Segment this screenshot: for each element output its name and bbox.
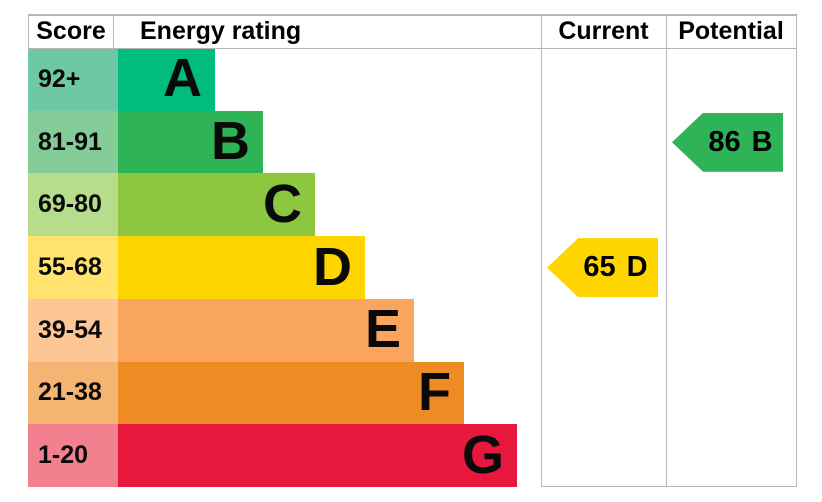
band-score-range: 69-80 (38, 190, 102, 219)
band-row: 81-91 B (28, 110, 541, 174)
band-row: 69-80 C (28, 173, 541, 237)
potential-column-left-border (666, 14, 667, 487)
band-score-cell: 1-20 (28, 424, 118, 488)
band-row: 55-68 D (28, 236, 541, 299)
band-bar: A (118, 48, 215, 111)
band-score-cell: 21-38 (28, 361, 118, 425)
band-score-range: 55-68 (38, 253, 102, 282)
band-score-cell: 39-54 (28, 298, 118, 362)
band-bar: F (118, 361, 464, 425)
band-score-range: 1-20 (38, 441, 89, 470)
band-row: 1-20 G (28, 424, 541, 488)
band-row: 39-54 E (28, 298, 541, 362)
header-current: Current (558, 17, 649, 45)
band-letter: F (418, 361, 451, 422)
band-bar: G (118, 424, 517, 488)
current-rating-value: 65 (583, 251, 616, 284)
band-score-range: 21-38 (38, 378, 102, 407)
current-rating-arrow: 65 D (547, 238, 658, 298)
band-letter: D (313, 236, 352, 297)
band-letter: B (211, 111, 250, 172)
band-letter: C (263, 173, 302, 234)
table-top-border (28, 14, 797, 16)
band-score-range: 81-91 (38, 127, 102, 156)
header-score: Score (36, 17, 106, 45)
header-potential: Potential (678, 17, 784, 45)
header-energy-rating: Energy rating (140, 17, 302, 45)
band-score-cell: 92+ (28, 48, 118, 111)
current-column-left-border (541, 14, 542, 487)
band-row: 21-38 F (28, 361, 541, 425)
band-letter: A (163, 48, 202, 109)
potential-rating-band: B (751, 125, 773, 158)
band-bar: D (118, 236, 365, 299)
band-bar: C (118, 173, 315, 237)
band-score-range: 39-54 (38, 315, 102, 344)
header-underline (28, 48, 797, 49)
score-column-divider (113, 14, 114, 48)
band-row: 92+ A (28, 48, 541, 111)
columns-bottom-border (541, 486, 797, 487)
header-left-border (28, 14, 29, 48)
band-rows: 92+ A 81-91 B 69-80 C 55-68 D 39-54 E 21-38 F 1-20 G (28, 48, 541, 488)
current-rating-band: D (626, 251, 648, 284)
band-bar: B (118, 110, 263, 174)
band-bar: E (118, 298, 414, 362)
band-score-cell: 81-91 (28, 110, 118, 174)
band-score-cell: 55-68 (28, 236, 118, 299)
potential-rating-arrow: 86 B (672, 112, 783, 172)
table-right-border (796, 14, 797, 487)
band-score-cell: 69-80 (28, 173, 118, 237)
band-score-range: 92+ (38, 64, 81, 93)
band-letter: G (461, 424, 504, 485)
band-letter: E (364, 299, 401, 360)
potential-rating-value: 86 (708, 125, 741, 158)
